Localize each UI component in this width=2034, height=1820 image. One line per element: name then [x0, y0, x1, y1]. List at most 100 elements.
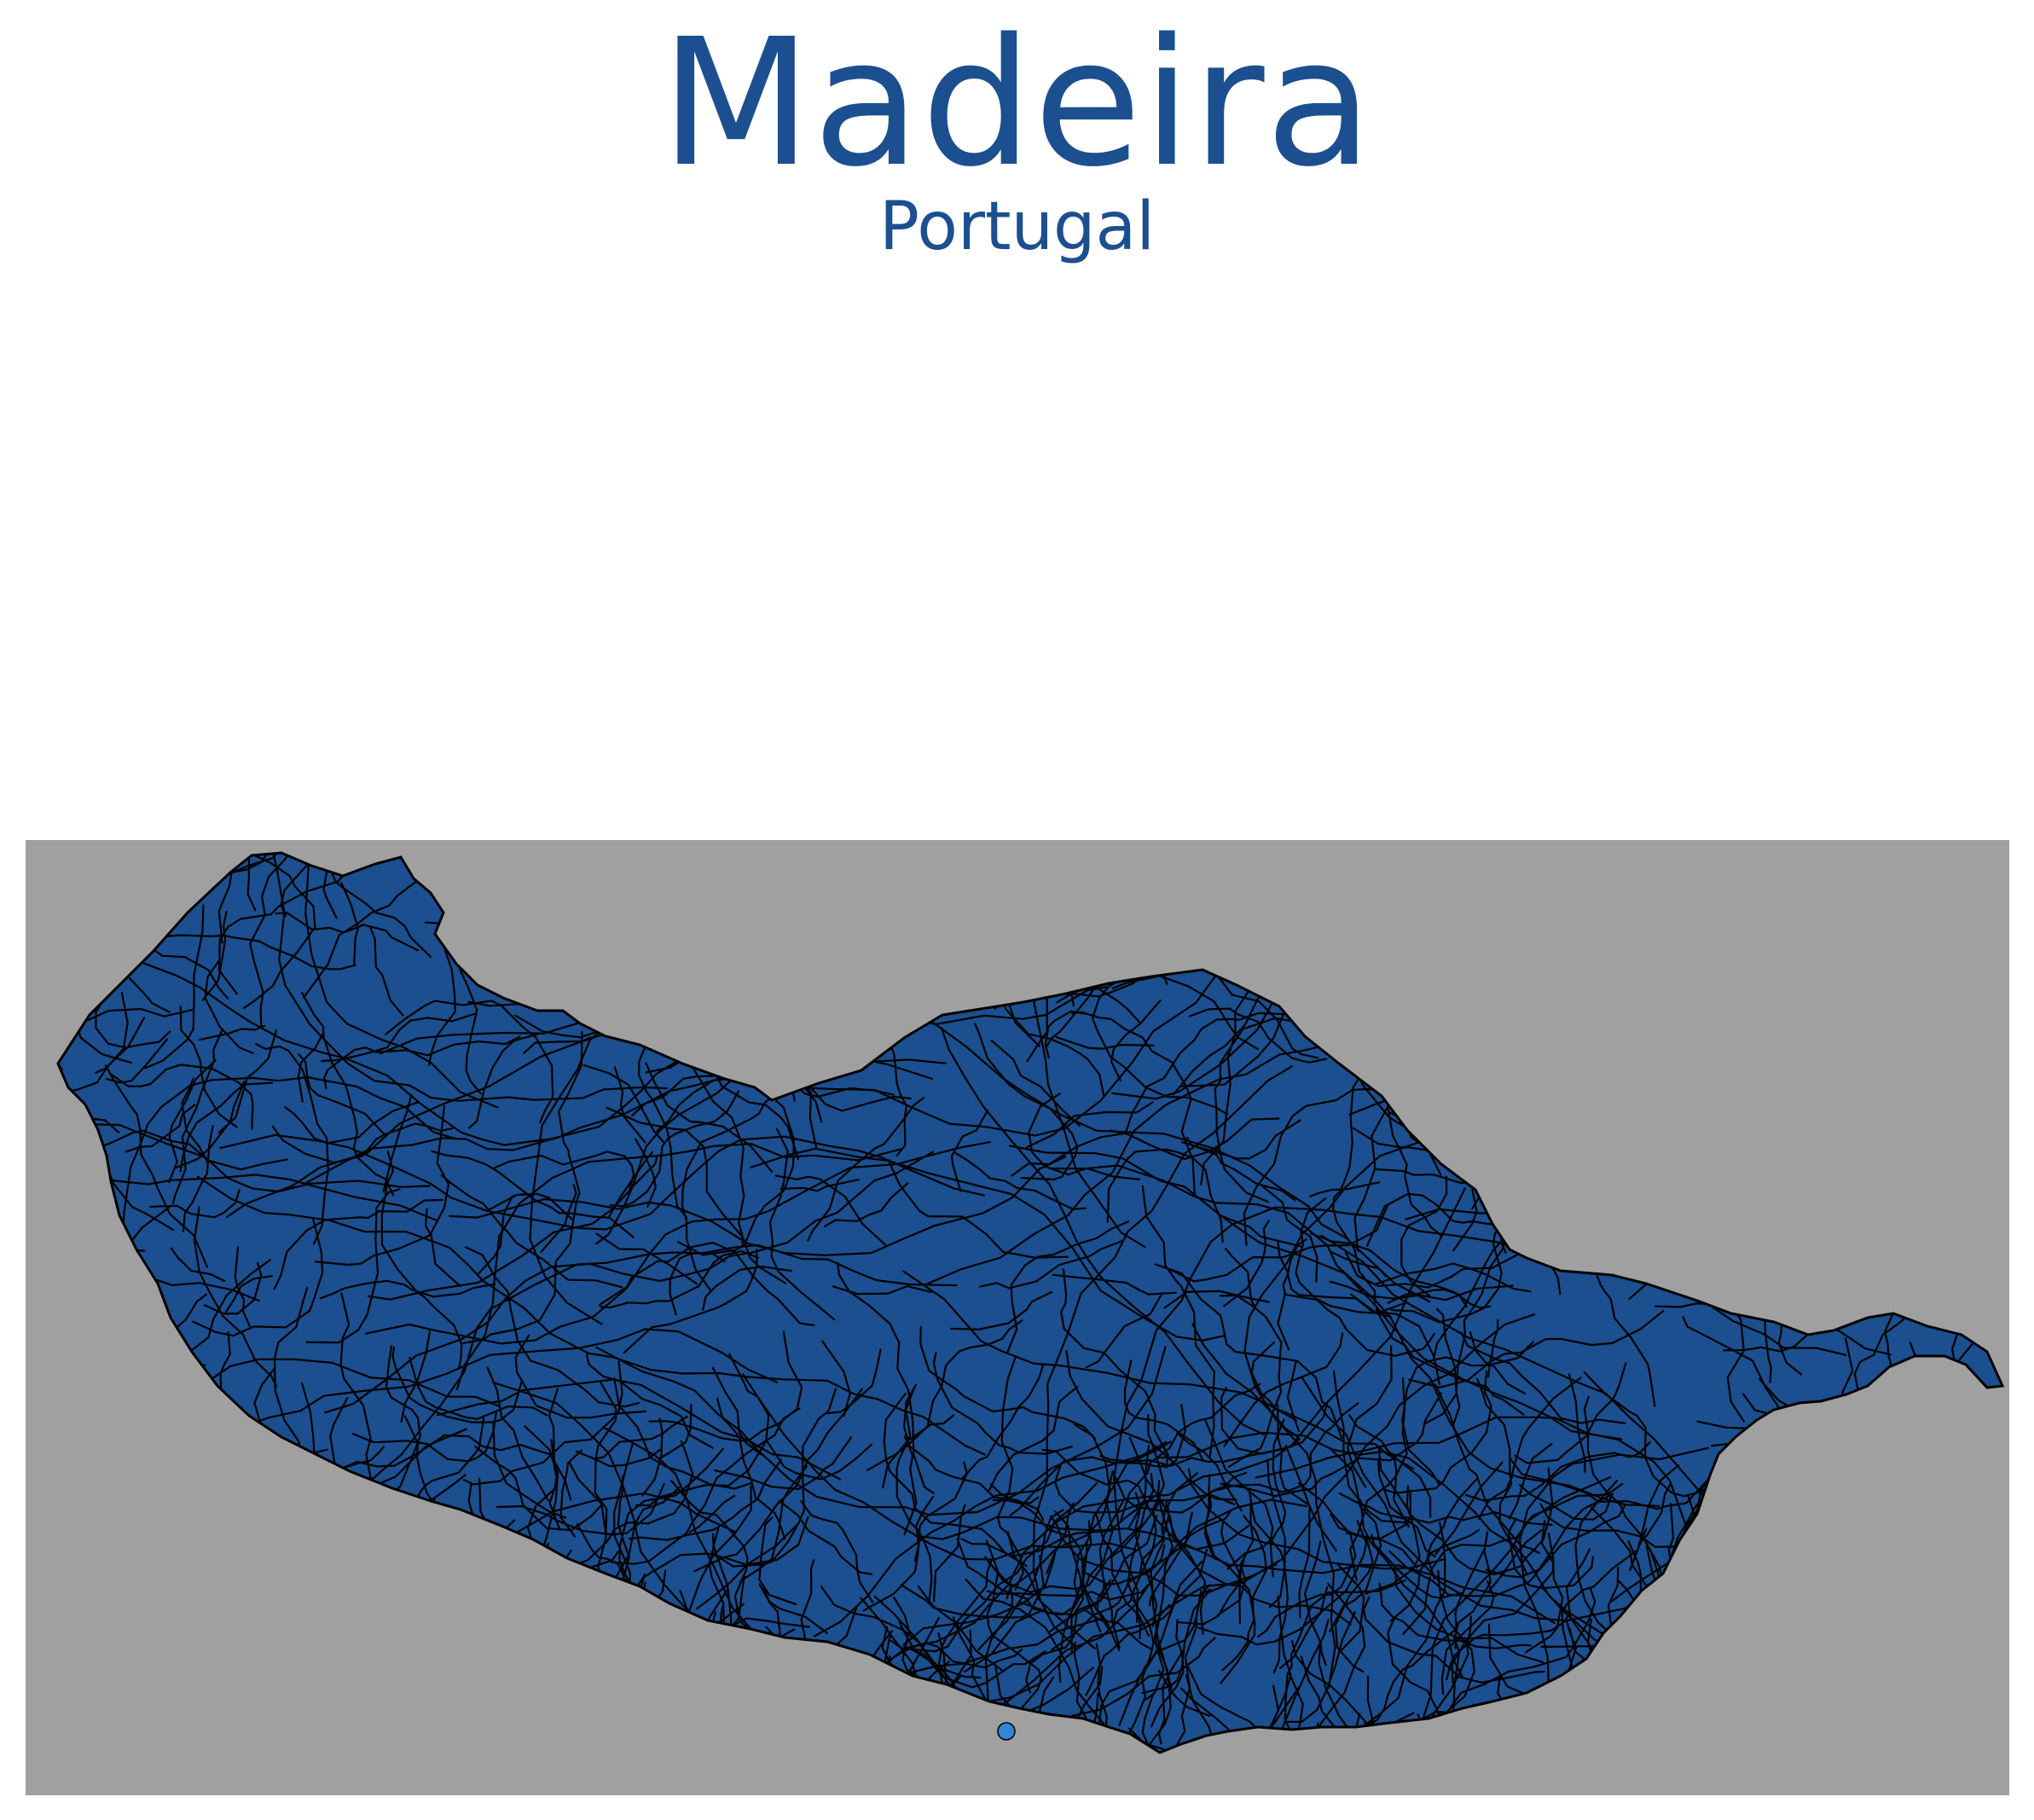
road-segment [866, 1319, 1023, 1471]
road-segment [932, 1351, 1073, 1455]
road-segment [956, 1538, 1088, 1616]
road-segment [300, 991, 395, 1197]
road-segment [319, 1279, 495, 1300]
road-segment [1111, 975, 1259, 1051]
road-segment [635, 1138, 657, 1208]
road-segment [1362, 1596, 1545, 1684]
road-segment [323, 1035, 521, 1089]
map-title: Madeira [660, 1, 1374, 206]
road-segment [1309, 1181, 1381, 1197]
road-segment [1400, 1175, 1448, 1297]
road-segment [1056, 982, 1135, 1004]
main-road [143, 962, 779, 1146]
road-segment [486, 1366, 549, 1502]
road-segment [950, 1290, 1052, 1330]
road-segment [380, 1151, 463, 1371]
road-segment [1095, 1512, 1150, 1637]
road-segment [1055, 1036, 1155, 1050]
main-road [1320, 1234, 1751, 1550]
road-segment [1073, 1440, 1172, 1601]
road-segment [977, 1561, 1014, 1726]
road-segment [322, 853, 391, 919]
road-segment [440, 1174, 623, 1289]
road-segment [714, 1436, 853, 1490]
road-segment [595, 1154, 658, 1245]
road-segment [863, 1461, 968, 1612]
map-panel[interactable] [26, 840, 2009, 1795]
road-segment [1099, 1401, 1329, 1467]
road-segment [1682, 1316, 1782, 1412]
main-road [58, 1171, 439, 1222]
road-segment [1123, 1359, 1204, 1462]
road-segment [1005, 1220, 1130, 1354]
road-segment [1085, 1561, 1202, 1696]
road-segment [1401, 1341, 1534, 1485]
road-segment [144, 904, 205, 1069]
road-segment [711, 1366, 762, 1456]
road-segment [131, 934, 356, 971]
road-segment [1085, 1292, 1163, 1369]
road-segment [495, 1483, 665, 1536]
road-segment [1200, 965, 1265, 1185]
road-segment [882, 1414, 955, 1489]
road-segment [1389, 1528, 1480, 1622]
road-segment [95, 986, 171, 1049]
main-road [219, 1133, 985, 1231]
road-segment [1141, 1185, 1216, 1458]
road-segment [1485, 1504, 1626, 1579]
road-segment [658, 1404, 692, 1459]
road-segment [1290, 1640, 1375, 1753]
map-subtitle: Portugal [878, 188, 1156, 265]
road-segment [193, 1206, 278, 1388]
road-segment [1365, 1447, 1421, 1595]
road-segment [1191, 1323, 1300, 1439]
main-road [449, 1156, 1067, 1256]
road-segment [1257, 1482, 1357, 1637]
road-segment [1118, 1584, 1211, 1726]
road-segment [1260, 1185, 1318, 1283]
road-segment [1106, 1148, 1224, 1243]
road-segment [1279, 1586, 1329, 1669]
road-segment [613, 1443, 634, 1604]
road-segment [273, 1198, 443, 1290]
road-segment [234, 1246, 251, 1328]
road-segment [337, 1446, 385, 1471]
road-segment [1081, 1520, 1102, 1632]
road-segment [1478, 1377, 1582, 1520]
road-segment [298, 1053, 387, 1138]
road-segment [297, 1033, 324, 1103]
road-segment [217, 853, 361, 944]
road-segment [409, 1356, 548, 1420]
road-segment [837, 1261, 935, 1494]
road-segment [702, 1266, 793, 1311]
road-segment [1011, 1132, 1128, 1177]
road-segment [170, 1247, 226, 1283]
road-segment [595, 1232, 698, 1285]
road-segment [514, 1334, 647, 1419]
road-segment [275, 912, 420, 952]
road-segment [1087, 1674, 1214, 1753]
road-segment [1514, 1362, 1627, 1464]
road-segment [108, 1064, 254, 1130]
map-canvas[interactable] [26, 840, 2009, 1795]
main-road [365, 1141, 991, 1345]
road-segment [173, 1081, 246, 1169]
road-segment [963, 1608, 1046, 1673]
road-segment [832, 1285, 932, 1295]
road-segment [149, 1189, 240, 1219]
road-segment [986, 1539, 1042, 1724]
road-segment [425, 1208, 461, 1288]
road-segment [917, 1585, 1003, 1672]
road-segment [606, 1106, 786, 1284]
road-segment [1408, 1310, 1665, 1388]
road-segment [1092, 1692, 1121, 1753]
main-road [58, 1076, 457, 1425]
road-segment [989, 1483, 1110, 1630]
road-segment [1347, 1345, 1393, 1488]
road-segment [400, 1330, 432, 1423]
point-marker [997, 1722, 1016, 1741]
main-road [329, 1243, 958, 1533]
road-segment [1071, 1011, 1196, 1194]
road-segment [613, 1377, 754, 1490]
road-segment [807, 1097, 925, 1242]
